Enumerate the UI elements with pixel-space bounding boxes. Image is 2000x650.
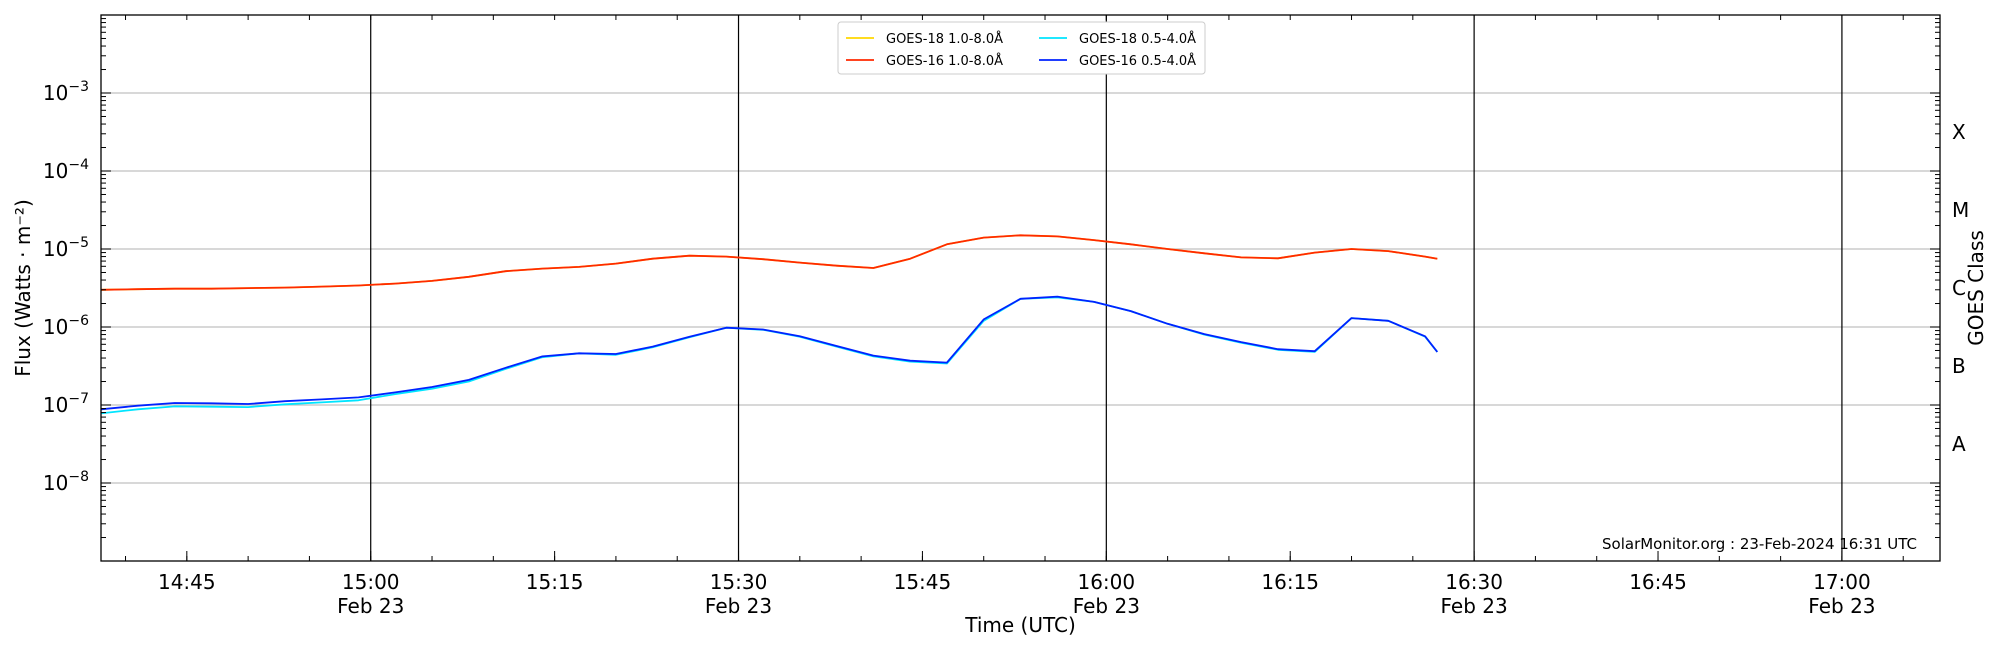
- y-axis-title: Flux (Watts · m⁻²): [11, 199, 35, 377]
- series-line: [100, 234, 1438, 291]
- y-tick-exponent: −8: [68, 469, 89, 485]
- y-tick-label: 10−8: [43, 469, 89, 495]
- y-tick-exponent: −5: [68, 235, 89, 251]
- x-tick-label: 14:45: [158, 570, 216, 594]
- legend: GOES-18 1.0-8.0Å GOES-18 0.5-4.0Å GOES-16 …: [837, 21, 1206, 75]
- y-tick-label: 10−6: [43, 313, 89, 339]
- y-tick-label: 10−3: [43, 79, 89, 105]
- legend-label: GOES-16 1.0-8.0Å: [886, 53, 1003, 69]
- goes-class-label: A: [1952, 432, 1966, 456]
- x-tick-label: 15:00: [342, 570, 400, 594]
- goes-class-label: M: [1952, 198, 1969, 222]
- x-tick-label: 15:30: [710, 570, 768, 594]
- x-tick-label: 16:00: [1077, 570, 1135, 594]
- y-tick-exponent: −6: [68, 313, 89, 329]
- x-tick-label: 16:45: [1629, 570, 1687, 594]
- y-tick-label: 10−7: [43, 391, 89, 417]
- y-tick-label: 10−5: [43, 235, 89, 261]
- legend-label: GOES-18 0.5-4.0Å: [1079, 31, 1196, 47]
- goes-class-axis-title: GOES Class: [1964, 230, 1988, 346]
- x-tick-label: 15:45: [894, 570, 952, 594]
- y-tick-base: 10: [43, 393, 68, 417]
- axis-ticks: [101, 15, 1940, 562]
- gridlines: [101, 92, 1940, 484]
- x-tick-date: Feb 23: [1073, 594, 1140, 618]
- x-tick-label: 17:00: [1813, 570, 1871, 594]
- legend-item: GOES-16 1.0-8.0Å: [846, 53, 1003, 69]
- goes-class-label: X: [1952, 120, 1966, 144]
- x-tick-label: 16:15: [1261, 570, 1319, 594]
- x-tick-date: Feb 23: [705, 594, 772, 618]
- y-tick-exponent: −4: [68, 157, 89, 173]
- y-tick-base: 10: [43, 81, 68, 105]
- y-tick-base: 10: [43, 237, 68, 261]
- legend-label: GOES-16 0.5-4.0Å: [1079, 53, 1196, 69]
- credit-text: SolarMonitor.org : 23-Feb-2024 16:31 UTC: [1602, 535, 1917, 553]
- legend-box: [837, 21, 1206, 75]
- goes-class-label: B: [1952, 354, 1966, 378]
- legend-label: GOES-18 1.0-8.0Å: [886, 31, 1003, 47]
- y-tick-exponent: −7: [68, 391, 89, 407]
- y-tick-label: 10−4: [43, 157, 89, 183]
- series-line: [100, 295, 1439, 411]
- legend-item: GOES-16 0.5-4.0Å: [1039, 53, 1196, 69]
- goes-class-label: C: [1952, 276, 1966, 300]
- x-tick-date: Feb 23: [1441, 594, 1508, 618]
- x-tick-label: 16:30: [1445, 570, 1503, 594]
- x-tick-label: 15:15: [526, 570, 584, 594]
- series-line: [100, 296, 1439, 415]
- y-tick-base: 10: [43, 471, 68, 495]
- x-tick-date: Feb 23: [1808, 594, 1875, 618]
- series-line: [100, 234, 1438, 291]
- y-tick-exponent: −3: [68, 79, 89, 95]
- legend-item: GOES-18 1.0-8.0Å: [846, 31, 1003, 47]
- y-tick-base: 10: [43, 315, 68, 339]
- y-tick-base: 10: [43, 159, 68, 183]
- x-tick-date: Feb 23: [337, 594, 404, 618]
- day-markers: [370, 15, 1843, 561]
- series-lines: [100, 234, 1439, 415]
- x-axis-title: Time (UTC): [964, 613, 1076, 637]
- plot-frame: [100, 14, 1941, 562]
- legend-item: GOES-18 0.5-4.0Å: [1039, 31, 1196, 47]
